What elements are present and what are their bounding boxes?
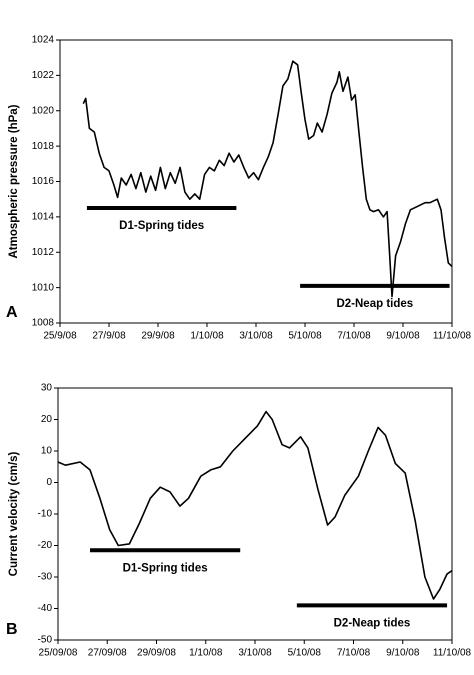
plot-frame <box>57 387 453 641</box>
x-tick-label: 25/09/08 <box>39 648 78 659</box>
x-tick-label: 25/9/08 <box>43 331 77 342</box>
y-axis-label: Current velocity (cm/s) <box>8 452 20 577</box>
x-tick-label: 1/10/08 <box>189 648 223 659</box>
y-tick-label: -20 <box>38 540 53 551</box>
data-line <box>82 60 453 298</box>
y-tick-label: -50 <box>38 635 53 646</box>
y-tick-label: 20 <box>41 414 53 425</box>
y-tick-label: 1024 <box>32 35 55 46</box>
y-tick-label: 1016 <box>32 176 55 187</box>
y-tick-label: 1022 <box>32 70 55 81</box>
x-tick-label: 11/10/08 <box>433 648 472 659</box>
panel-label: A <box>6 304 18 321</box>
y-tick-label: 1018 <box>32 141 55 152</box>
panel-label: B <box>6 621 18 638</box>
x-tick-label: 29/9/08 <box>141 331 175 342</box>
y-tick-label: 1014 <box>32 212 55 223</box>
y-tick-label: -30 <box>38 572 53 583</box>
annotation: D1-Spring tides <box>119 220 204 232</box>
data-line <box>57 410 453 600</box>
x-tick-label: 3/10/08 <box>239 331 273 342</box>
y-tick-label: -10 <box>38 509 53 520</box>
y-tick-label: 1008 <box>32 318 55 329</box>
y-tick-label: 1010 <box>32 282 55 293</box>
x-tick-label: 27/09/08 <box>88 648 127 659</box>
x-tick-label: 5/10/08 <box>288 648 322 659</box>
x-tick-label: 27/9/08 <box>92 331 126 342</box>
y-tick-label: 10 <box>41 446 53 457</box>
annotation: D2-Neap tides <box>336 298 413 310</box>
annotation: D1-Spring tides <box>123 562 208 574</box>
x-tick-label: 7/10/08 <box>337 648 371 659</box>
x-tick-label: 7/10/08 <box>337 331 371 342</box>
y-tick-label: -40 <box>38 603 53 614</box>
y-tick-label: 1020 <box>32 105 55 116</box>
y-tick-label: 1012 <box>32 247 55 258</box>
y-tick-label: 30 <box>41 383 53 394</box>
y-axis-label: Atmospheric pressure (hPa) <box>8 104 20 258</box>
x-tick-label: 29/09/08 <box>137 648 176 659</box>
y-tick-label: 0 <box>46 477 52 488</box>
annotation: D2-Neap tides <box>334 617 411 629</box>
x-tick-label: 9/10/08 <box>386 648 420 659</box>
x-tick-label: 5/10/08 <box>288 331 322 342</box>
x-tick-label: 11/10/08 <box>433 331 472 342</box>
x-tick-label: 1/10/08 <box>190 331 224 342</box>
x-tick-label: 3/10/08 <box>238 648 272 659</box>
x-tick-label: 9/10/08 <box>386 331 420 342</box>
